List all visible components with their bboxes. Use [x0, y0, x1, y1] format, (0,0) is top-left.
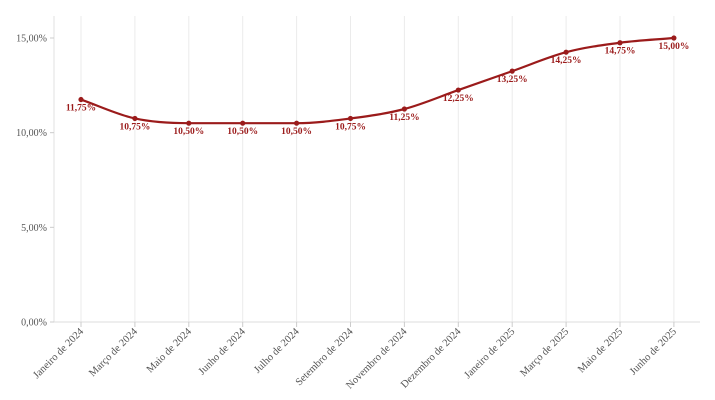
data-point [240, 120, 246, 126]
x-tick-label: Junho de 2025 [628, 326, 679, 377]
data-point [563, 49, 569, 55]
data-point [455, 87, 461, 93]
data-label: 11,25% [389, 113, 419, 123]
x-tick-label: Março de 2025 [518, 326, 571, 379]
data-point [671, 35, 677, 41]
data-point [78, 96, 84, 103]
data-label: 13,25% [497, 75, 528, 85]
data-label: 10,50% [281, 127, 312, 137]
data-point [509, 68, 515, 74]
x-tick-label: Julho de 2024 [252, 326, 302, 376]
data-label: 15,00% [658, 42, 689, 52]
data-label: 11,75% [66, 104, 96, 114]
x-tick-label: Junho de 2024 [197, 326, 249, 378]
y-tick-label: 0,00% [21, 318, 47, 329]
x-tick-label: Maio de 2024 [145, 326, 195, 376]
data-point [401, 106, 407, 112]
data-point [347, 115, 354, 122]
x-tick-label: Dezembro de 2024 [399, 326, 464, 391]
x-tick-label: Março de 2024 [87, 326, 140, 379]
data-point [617, 40, 623, 46]
x-tick-label: Janeiro de 2024 [31, 326, 86, 381]
data-label: 14,25% [551, 56, 582, 66]
data-point [186, 120, 192, 126]
data-label: 10,50% [173, 127, 204, 137]
data-label: 12,25% [443, 94, 474, 104]
y-tick-label: 15,00% [16, 34, 47, 45]
data-label: 10,75% [335, 122, 366, 132]
x-tick-label: Janeiro de 2025 [463, 326, 518, 381]
x-tick-label: Maio de 2025 [576, 326, 625, 375]
data-label: 14,75% [605, 47, 636, 57]
series-line [80, 36, 674, 125]
y-tick-label: 5,00% [21, 223, 47, 234]
data-point [294, 120, 300, 126]
data-point [132, 115, 138, 122]
x-tick-label: Setembro de 2024 [294, 326, 356, 388]
y-tick-label: 10,00% [16, 128, 47, 139]
data-label: 10,50% [227, 127, 258, 137]
data-label: 10,75% [119, 122, 150, 132]
